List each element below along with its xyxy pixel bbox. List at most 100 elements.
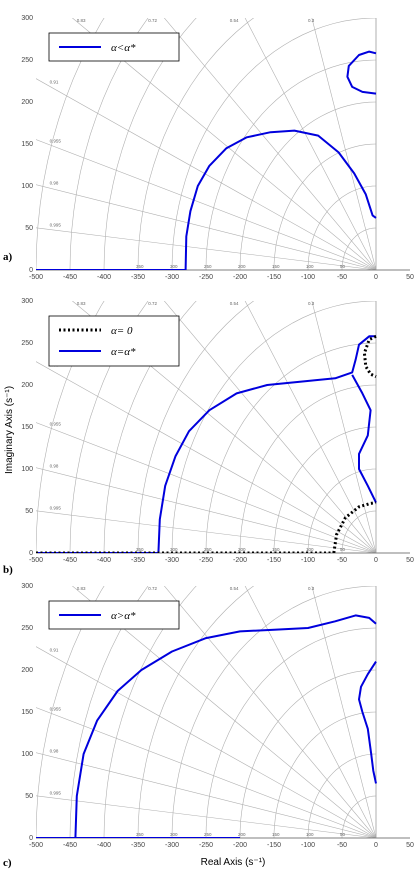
y-tick-label: 0 xyxy=(29,267,33,274)
y-tick-label: 0 xyxy=(29,835,33,842)
damping-label: 0.72 xyxy=(148,586,157,591)
damping-ray xyxy=(36,795,377,838)
x-tick-label: -100 xyxy=(301,557,315,564)
y-tick-label: 200 xyxy=(21,99,33,106)
y-tick-label: 250 xyxy=(21,57,33,64)
x-tick-label: -350 xyxy=(131,274,145,281)
x-tick-label: -200 xyxy=(233,842,247,849)
freq-label: 350 xyxy=(136,547,144,552)
series-line xyxy=(362,334,377,378)
freq-arc xyxy=(239,669,377,838)
x-tick-label: 50 xyxy=(406,842,414,849)
x-tick-label: -450 xyxy=(63,557,77,564)
y-tick-label: 250 xyxy=(21,625,33,632)
damping-label: 0.995 xyxy=(50,505,62,510)
freq-arc xyxy=(137,301,255,553)
freq-arc xyxy=(307,185,377,270)
freq-arc xyxy=(205,627,377,838)
damping-ray xyxy=(71,586,377,838)
freq-arc xyxy=(307,468,377,553)
freq-arc xyxy=(273,711,377,838)
damping-label: 0.91 xyxy=(50,80,59,85)
freq-arc xyxy=(341,510,377,553)
damping-ray xyxy=(36,707,377,838)
damping-label: 0.3 xyxy=(308,18,315,23)
x-tick-label: -50 xyxy=(337,557,347,564)
damping-label: 0.995 xyxy=(50,222,62,227)
freq-arc xyxy=(341,795,377,838)
damping-ray xyxy=(36,139,377,270)
x-tick-label: 0 xyxy=(374,557,378,564)
x-tick-label: -150 xyxy=(267,842,281,849)
freq-arc xyxy=(103,301,197,553)
damping-label: 0.83 xyxy=(77,301,86,306)
x-tick-label: -350 xyxy=(131,842,145,849)
y-tick-label: 50 xyxy=(25,793,33,800)
freq-label: 150 xyxy=(272,264,280,269)
legend: α>α* xyxy=(48,600,180,630)
x-tick-label: -50 xyxy=(337,842,347,849)
legend-box xyxy=(48,315,180,367)
freq-label: 250 xyxy=(204,547,212,552)
series-line xyxy=(346,50,377,95)
x-tick-label: -400 xyxy=(97,557,111,564)
x-tick-label: 50 xyxy=(406,557,414,564)
freq-arc xyxy=(273,426,377,553)
damping-ray xyxy=(244,18,377,270)
panel-label: c) xyxy=(3,857,12,869)
panel-2: 0.830.720.540.30.910.9550.980.9953503002… xyxy=(3,298,414,576)
freq-arc xyxy=(239,384,377,553)
x-tick-label: -250 xyxy=(199,842,213,849)
x-tick-label: -350 xyxy=(131,557,145,564)
y-tick-label: 150 xyxy=(21,709,33,716)
y-tick-label: 300 xyxy=(21,15,33,22)
damping-label: 0.91 xyxy=(50,648,59,653)
y-tick-label: 100 xyxy=(21,751,33,758)
freq-label: 100 xyxy=(306,832,314,837)
freq-label: 250 xyxy=(204,264,212,269)
freq-arc xyxy=(137,586,255,838)
legend-label: α=α* xyxy=(111,346,136,358)
panel-label: a) xyxy=(3,251,13,263)
series-group xyxy=(36,614,377,838)
y-tick-label: 150 xyxy=(21,424,33,431)
freq-label: 350 xyxy=(136,264,144,269)
damping-ray xyxy=(36,422,377,553)
x-axis-label: Real Axis (s⁻¹) xyxy=(201,857,266,868)
damping-ray xyxy=(36,227,377,270)
x-tick-label: -200 xyxy=(233,557,247,564)
damping-ray xyxy=(311,586,377,838)
legend-label: α= 0 xyxy=(111,325,133,337)
legend: α<α* xyxy=(48,32,180,62)
y-tick-label: 200 xyxy=(21,382,33,389)
x-tick-label: -450 xyxy=(63,842,77,849)
freq-label: 150 xyxy=(272,547,280,552)
freq-arc xyxy=(273,143,377,270)
y-tick-label: 100 xyxy=(21,183,33,190)
x-tick-label: 0 xyxy=(374,274,378,281)
x-tick-label: -500 xyxy=(29,274,43,281)
y-axis-label: Imaginary Axis (s⁻¹) xyxy=(4,386,15,474)
freq-arc xyxy=(103,18,197,270)
freq-arc xyxy=(239,101,377,270)
freq-arc xyxy=(69,586,149,838)
freq-label: 150 xyxy=(272,832,280,837)
damping-label: 0.98 xyxy=(50,463,59,468)
damping-ray xyxy=(36,184,377,270)
x-tick-label: -300 xyxy=(165,274,179,281)
damping-ray xyxy=(36,467,377,553)
freq-label: 200 xyxy=(238,832,246,837)
x-tick-label: -150 xyxy=(267,274,281,281)
damping-ray xyxy=(311,18,377,270)
damping-label: 0.995 xyxy=(50,790,62,795)
x-tick-label: -100 xyxy=(301,842,315,849)
x-tick-label: -500 xyxy=(29,557,43,564)
damping-ray xyxy=(71,18,377,270)
panel-1: 0.83 0.72 0.54 0.3 0.91 0.955 0.98 0.995 350 300 2… xyxy=(3,15,414,281)
freq-arc xyxy=(205,59,377,270)
freq-label: 200 xyxy=(238,547,246,552)
freq-arc xyxy=(205,342,377,553)
freq-label: 100 xyxy=(306,547,314,552)
